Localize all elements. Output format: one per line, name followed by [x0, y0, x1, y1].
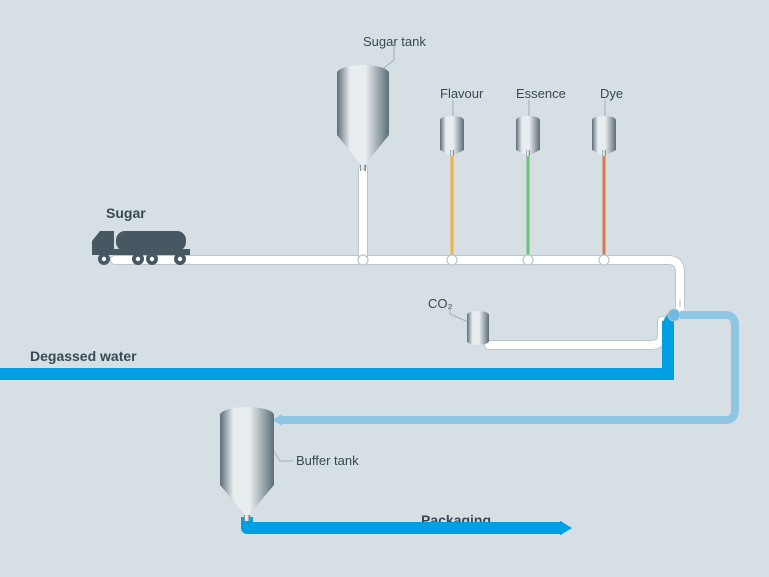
process-diagram: Sugar tank Flavour Essence Dye Sugar CO₂…: [0, 0, 769, 577]
diagram-svg: [0, 0, 769, 577]
